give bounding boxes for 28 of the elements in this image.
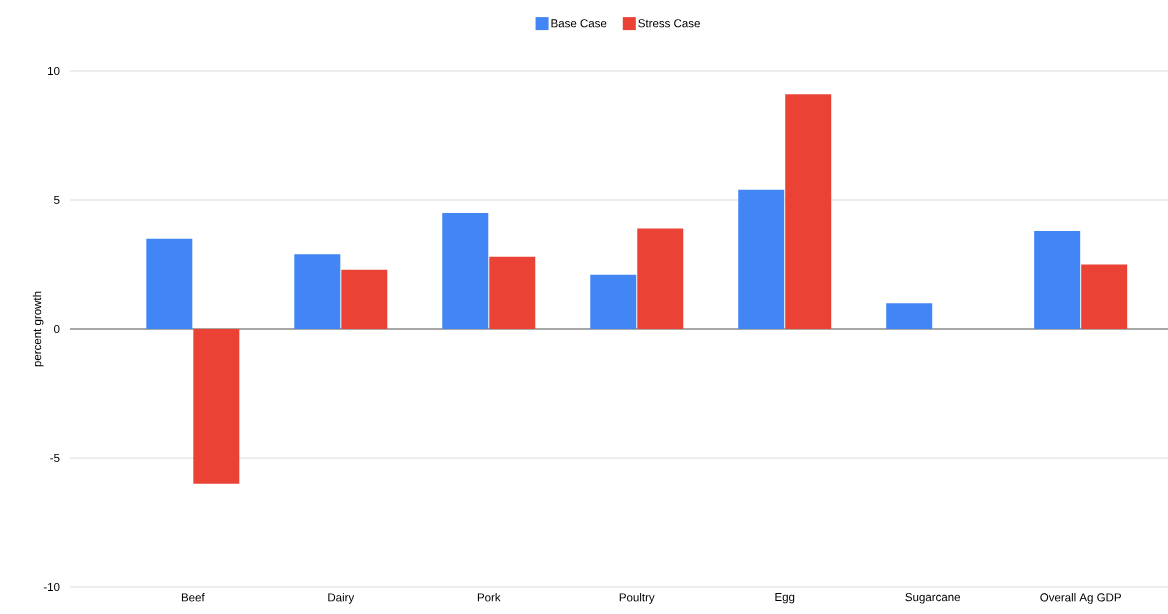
bar — [785, 94, 832, 329]
bar — [886, 303, 933, 329]
bar — [1034, 230, 1081, 329]
legend-label: Stress Case — [638, 19, 700, 28]
y-tick-label: 0 — [54, 324, 60, 334]
x-tick-label: Poultry — [619, 593, 655, 604]
bar — [738, 189, 785, 329]
y-tick-label: 5 — [54, 195, 60, 205]
y-tick-label: -10 — [43, 582, 60, 592]
x-tick-label: Sugarcane — [905, 593, 960, 604]
legend-label: Base Case — [551, 19, 607, 28]
y-axis-title: percent growth — [32, 291, 44, 367]
bar — [193, 329, 240, 484]
x-tick-label: Pork — [477, 593, 501, 602]
bar — [146, 238, 193, 329]
bar — [637, 228, 684, 329]
bar — [590, 274, 637, 329]
y-tick-label: 10 — [48, 66, 60, 76]
x-tick-label: Dairy — [328, 593, 355, 604]
bar — [489, 256, 536, 329]
y-tick-label: -5 — [50, 453, 60, 463]
x-tick-label: Egg — [775, 593, 795, 604]
bar — [341, 269, 388, 329]
bar — [1081, 264, 1128, 329]
x-tick-label: Overall Ag GDP — [1040, 593, 1121, 604]
x-tick-label: Beef — [181, 593, 205, 602]
bar — [294, 254, 341, 329]
bar — [442, 212, 489, 329]
